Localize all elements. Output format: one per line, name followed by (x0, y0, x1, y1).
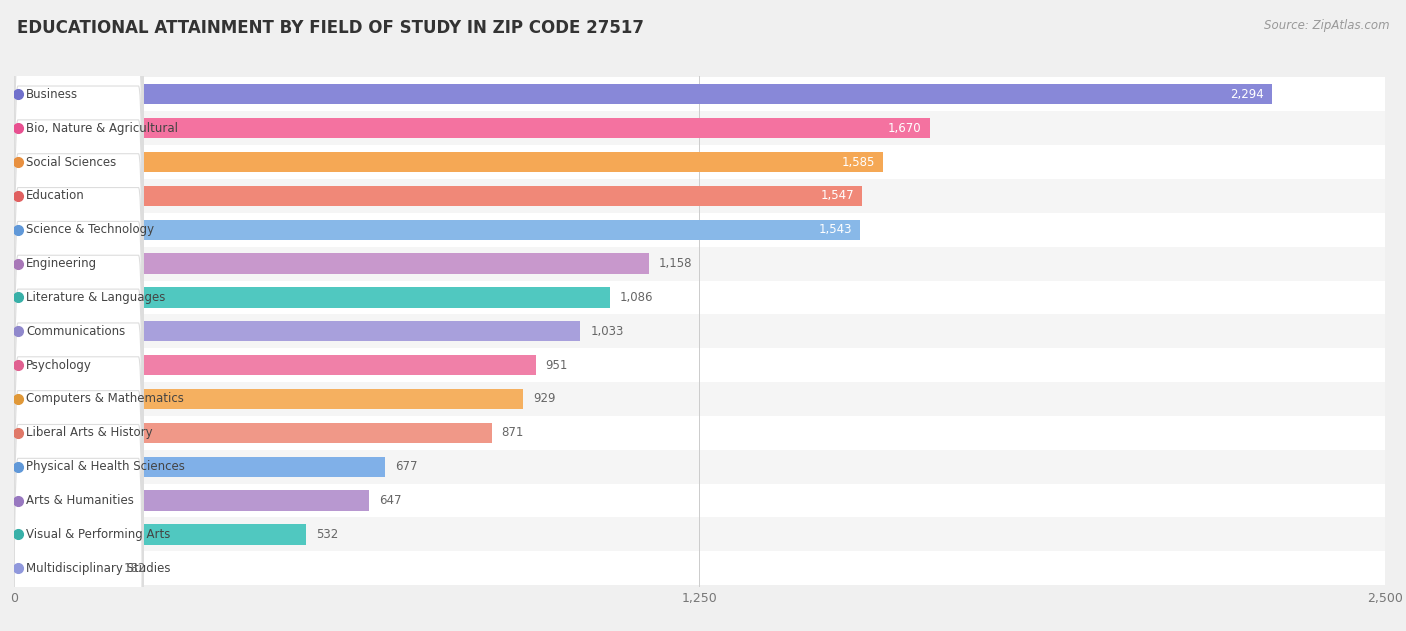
Text: Literature & Languages: Literature & Languages (27, 291, 166, 304)
Text: Computers & Mathematics: Computers & Mathematics (27, 392, 184, 406)
Bar (14, 84, 1272, 105)
FancyBboxPatch shape (14, 416, 1385, 450)
Text: 532: 532 (316, 528, 337, 541)
Bar (14, 524, 305, 545)
FancyBboxPatch shape (14, 238, 143, 560)
Text: Visual & Performing Arts: Visual & Performing Arts (27, 528, 170, 541)
Bar (14, 186, 862, 206)
FancyBboxPatch shape (14, 247, 1385, 281)
FancyBboxPatch shape (14, 551, 1385, 585)
Text: Liberal Arts & History: Liberal Arts & History (27, 427, 153, 439)
FancyBboxPatch shape (14, 314, 1385, 348)
FancyBboxPatch shape (14, 272, 143, 594)
FancyBboxPatch shape (14, 339, 143, 631)
Text: Physical & Health Sciences: Physical & Health Sciences (27, 460, 186, 473)
Text: Psychology: Psychology (27, 358, 91, 372)
Text: Science & Technology: Science & Technology (27, 223, 155, 236)
Text: 2,294: 2,294 (1230, 88, 1264, 101)
Text: 677: 677 (395, 460, 418, 473)
FancyBboxPatch shape (14, 517, 1385, 551)
Bar (14, 423, 492, 443)
FancyBboxPatch shape (14, 0, 143, 289)
Text: Source: ZipAtlas.com: Source: ZipAtlas.com (1264, 19, 1389, 32)
Bar (14, 220, 860, 240)
Text: Business: Business (27, 88, 79, 101)
FancyBboxPatch shape (14, 483, 1385, 517)
Text: Education: Education (27, 189, 84, 203)
FancyBboxPatch shape (14, 204, 143, 526)
Text: 1,086: 1,086 (620, 291, 652, 304)
Text: 1,547: 1,547 (821, 189, 853, 203)
Text: Engineering: Engineering (27, 257, 97, 270)
Text: 1,543: 1,543 (818, 223, 852, 236)
Bar (14, 389, 523, 409)
Text: 1,585: 1,585 (842, 155, 875, 168)
FancyBboxPatch shape (14, 382, 1385, 416)
FancyBboxPatch shape (14, 111, 1385, 145)
Text: 1,158: 1,158 (659, 257, 692, 270)
FancyBboxPatch shape (14, 170, 143, 492)
Bar (14, 456, 385, 477)
FancyBboxPatch shape (14, 69, 143, 391)
Text: 1,670: 1,670 (889, 122, 921, 134)
Bar (14, 287, 610, 307)
Bar (14, 490, 368, 510)
Text: Communications: Communications (27, 325, 125, 338)
Text: 871: 871 (502, 427, 524, 439)
FancyBboxPatch shape (14, 136, 143, 458)
Text: 929: 929 (533, 392, 555, 406)
Text: 951: 951 (546, 358, 568, 372)
Text: 647: 647 (378, 494, 401, 507)
Bar (14, 355, 536, 375)
Bar (14, 558, 114, 579)
Bar (14, 254, 650, 274)
FancyBboxPatch shape (14, 374, 143, 631)
FancyBboxPatch shape (14, 281, 1385, 314)
Bar (14, 152, 883, 172)
FancyBboxPatch shape (14, 35, 143, 357)
Text: Bio, Nature & Agricultural: Bio, Nature & Agricultural (27, 122, 179, 134)
Bar (14, 118, 929, 138)
FancyBboxPatch shape (14, 348, 1385, 382)
FancyBboxPatch shape (14, 179, 1385, 213)
Bar (14, 321, 581, 341)
FancyBboxPatch shape (14, 103, 143, 425)
FancyBboxPatch shape (14, 1, 143, 323)
Text: Arts & Humanities: Arts & Humanities (27, 494, 134, 507)
Text: EDUCATIONAL ATTAINMENT BY FIELD OF STUDY IN ZIP CODE 27517: EDUCATIONAL ATTAINMENT BY FIELD OF STUDY… (17, 19, 644, 37)
FancyBboxPatch shape (14, 306, 143, 628)
Text: 1,033: 1,033 (591, 325, 624, 338)
FancyBboxPatch shape (14, 0, 143, 256)
FancyBboxPatch shape (14, 213, 1385, 247)
Text: 182: 182 (124, 562, 146, 575)
Text: Multidisciplinary Studies: Multidisciplinary Studies (27, 562, 170, 575)
FancyBboxPatch shape (14, 145, 1385, 179)
FancyBboxPatch shape (14, 407, 143, 631)
FancyBboxPatch shape (14, 78, 1385, 111)
FancyBboxPatch shape (14, 450, 1385, 483)
Text: Social Sciences: Social Sciences (27, 155, 117, 168)
